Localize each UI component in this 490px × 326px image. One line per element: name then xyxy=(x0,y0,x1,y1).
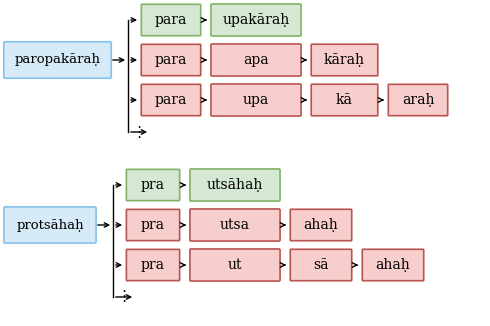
FancyBboxPatch shape xyxy=(388,84,448,116)
Text: protsāhaḥ: protsāhaḥ xyxy=(16,218,84,231)
Text: utsa: utsa xyxy=(220,218,250,232)
FancyBboxPatch shape xyxy=(4,42,111,78)
FancyBboxPatch shape xyxy=(190,169,280,201)
FancyBboxPatch shape xyxy=(311,84,378,116)
FancyBboxPatch shape xyxy=(290,249,352,281)
Text: upa: upa xyxy=(243,93,269,107)
Text: paropakāraḥ: paropakāraḥ xyxy=(15,53,100,67)
FancyBboxPatch shape xyxy=(126,209,180,241)
Text: ⋮: ⋮ xyxy=(131,125,146,140)
Text: para: para xyxy=(155,13,187,27)
FancyBboxPatch shape xyxy=(4,207,96,243)
Text: para: para xyxy=(155,53,187,67)
FancyBboxPatch shape xyxy=(141,44,201,76)
Text: pra: pra xyxy=(141,178,165,192)
Text: kāraḥ: kāraḥ xyxy=(324,53,365,67)
Text: utsāhaḥ: utsāhaḥ xyxy=(207,178,263,192)
Text: araḥ: araḥ xyxy=(402,93,434,107)
Text: upakāraḥ: upakāraḥ xyxy=(222,13,290,27)
Text: ahaḥ: ahaḥ xyxy=(304,218,339,232)
Text: pra: pra xyxy=(141,218,165,232)
Text: ahaḥ: ahaḥ xyxy=(376,258,411,272)
Text: para: para xyxy=(155,93,187,107)
FancyBboxPatch shape xyxy=(211,84,301,116)
FancyBboxPatch shape xyxy=(126,249,180,281)
Text: ut: ut xyxy=(228,258,242,272)
FancyBboxPatch shape xyxy=(141,4,201,36)
FancyBboxPatch shape xyxy=(190,209,280,241)
Text: pra: pra xyxy=(141,258,165,272)
FancyBboxPatch shape xyxy=(290,209,352,241)
FancyBboxPatch shape xyxy=(211,4,301,36)
FancyBboxPatch shape xyxy=(126,170,180,200)
FancyBboxPatch shape xyxy=(190,249,280,281)
Text: apa: apa xyxy=(243,53,269,67)
FancyBboxPatch shape xyxy=(141,84,201,116)
FancyBboxPatch shape xyxy=(311,44,378,76)
Text: kā: kā xyxy=(336,93,353,107)
Text: ⋮: ⋮ xyxy=(116,289,131,304)
FancyBboxPatch shape xyxy=(211,44,301,76)
FancyBboxPatch shape xyxy=(362,249,424,281)
Text: sā: sā xyxy=(313,258,329,272)
